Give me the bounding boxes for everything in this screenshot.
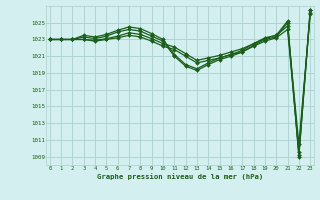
X-axis label: Graphe pression niveau de la mer (hPa): Graphe pression niveau de la mer (hPa) xyxy=(97,173,263,180)
